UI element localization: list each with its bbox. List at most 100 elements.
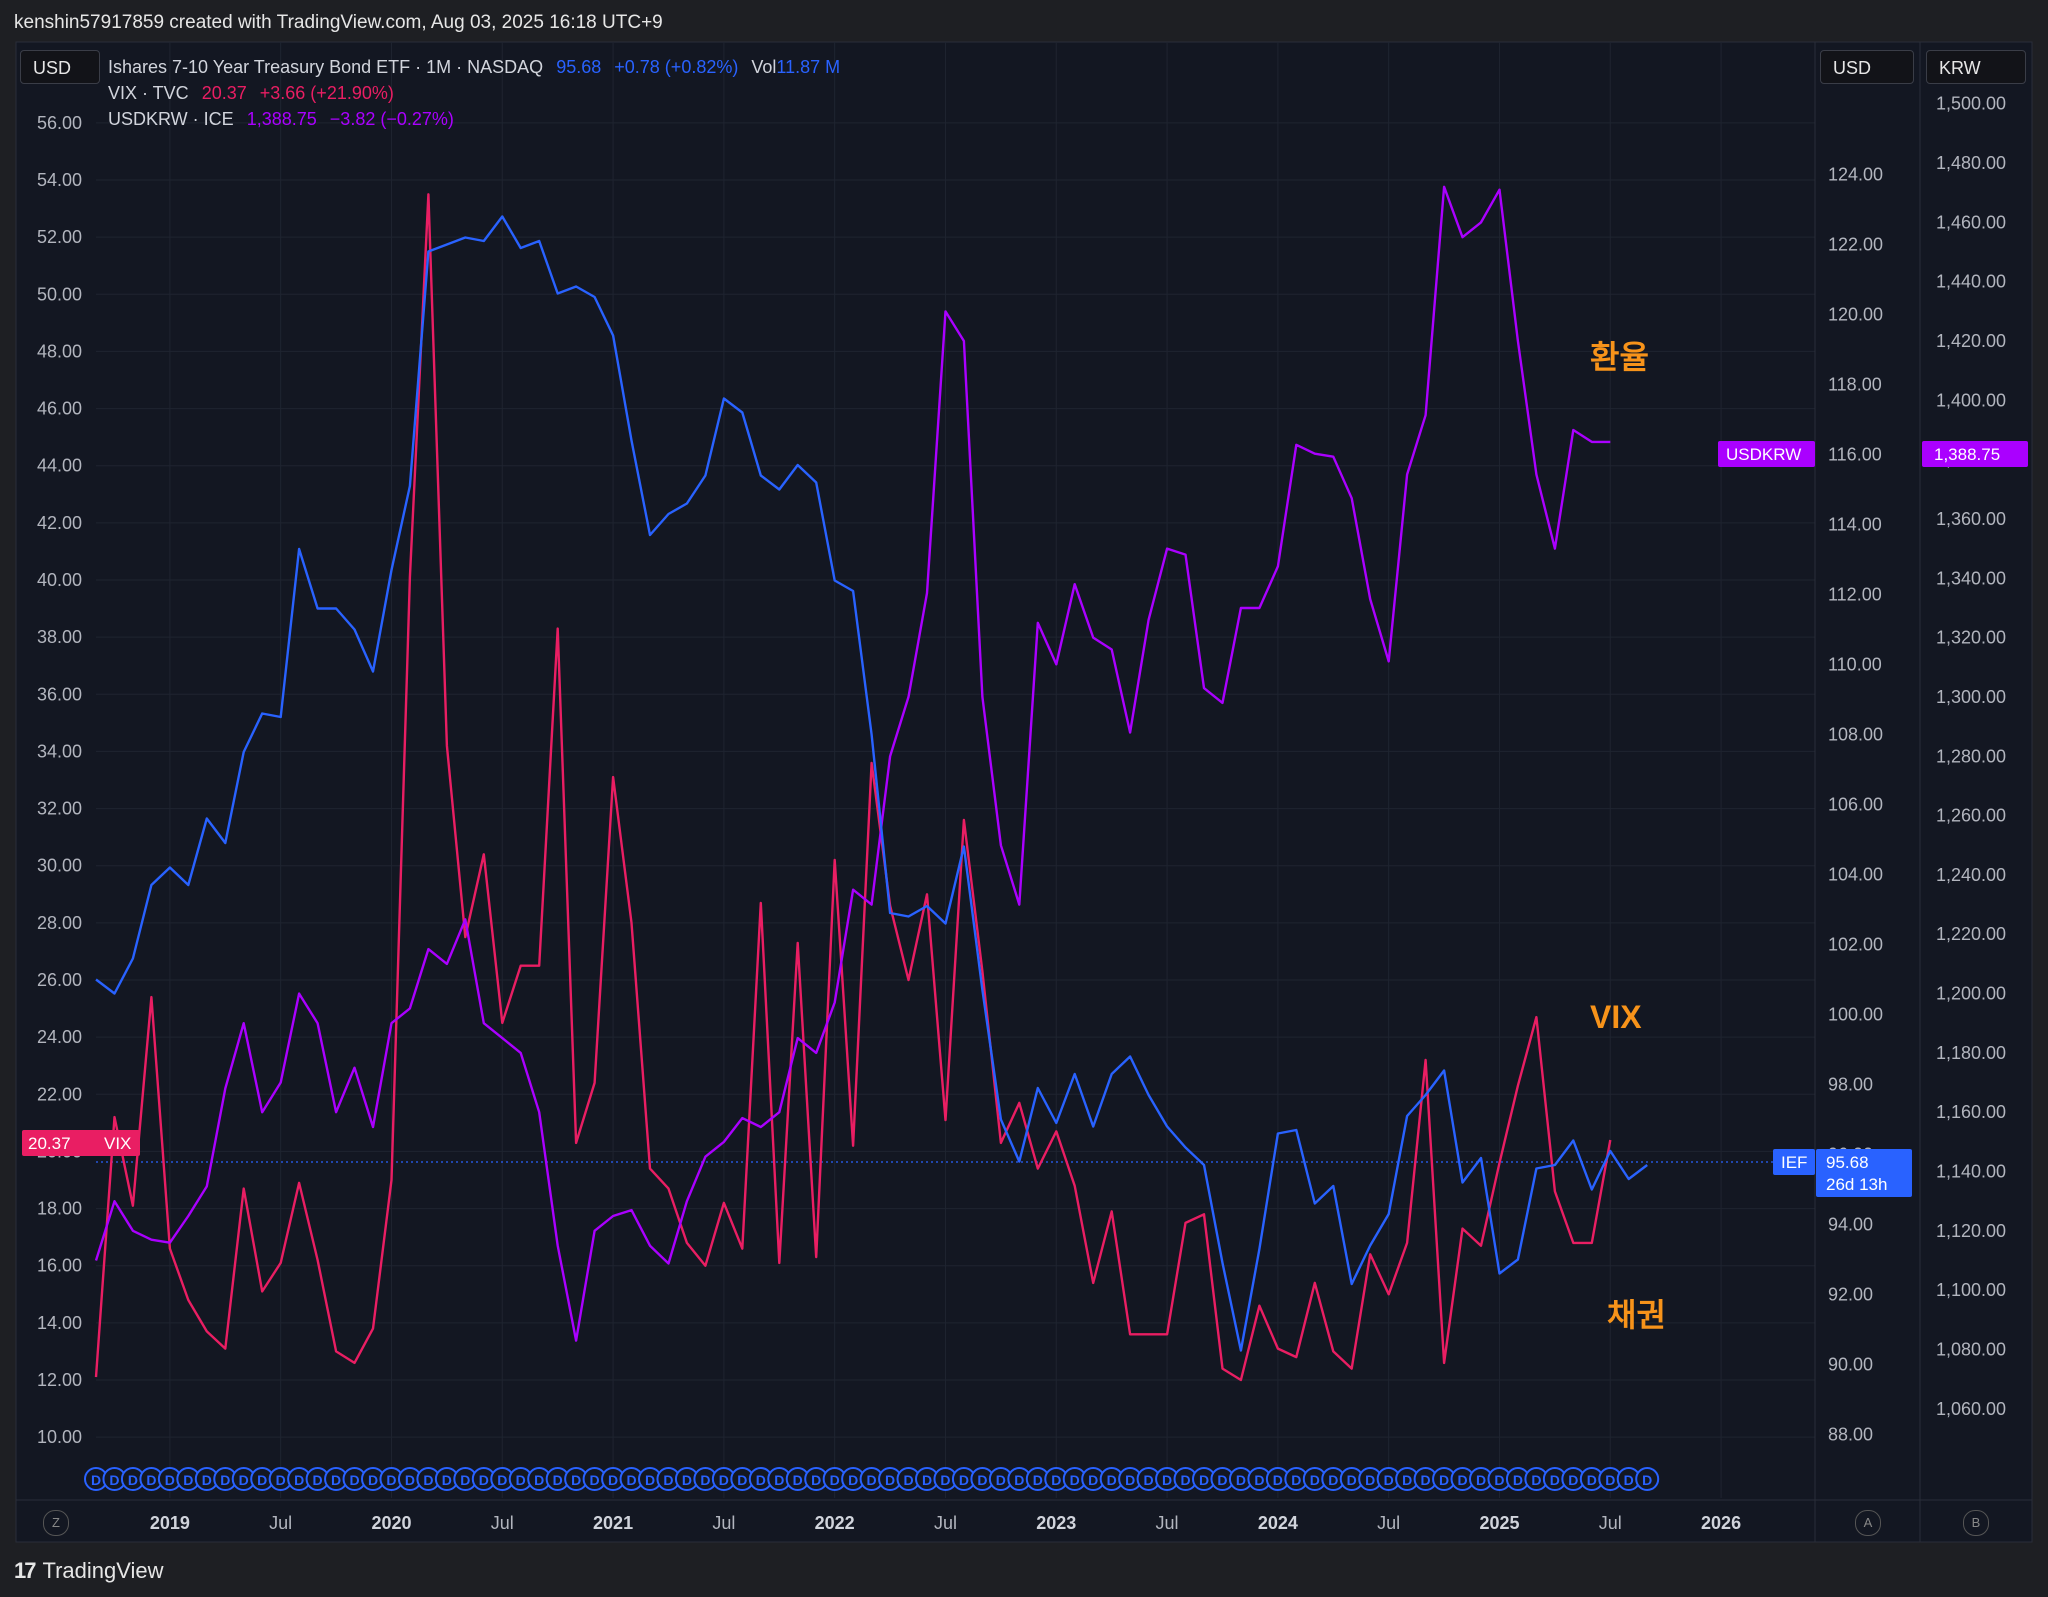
svg-text:D: D [793, 1472, 803, 1488]
legend-krw[interactable]: USDKRW · ICE 1,388.75 −3.82 (−0.27%) [108, 109, 454, 129]
axis-z-button[interactable]: Z [43, 1510, 69, 1536]
dividend-marker[interactable]: D [1524, 1467, 1549, 1491]
svg-text:D: D [1550, 1472, 1560, 1488]
right-krw-unit-button[interactable]: KRW [1926, 50, 2026, 84]
left-unit-button[interactable]: USD [20, 50, 100, 84]
left-tick-label: 18.00 [37, 1199, 82, 1219]
svg-text:IEF: IEF [1781, 1153, 1807, 1172]
series-line-ishares-7-10-year-treasury-bond-etf[interactable] [95, 215, 1648, 1352]
svg-text:D: D [1494, 1472, 1504, 1488]
dividend-marker[interactable]: D [434, 1467, 459, 1491]
left-tick-label: 16.00 [37, 1256, 82, 1276]
left-tick-label: 50.00 [37, 284, 82, 304]
dividend-marker[interactable]: D [342, 1467, 367, 1491]
dividend-marker[interactable]: D [1487, 1467, 1512, 1491]
svg-text:D: D [1587, 1472, 1597, 1488]
vix-tag-price: 20.37 [28, 1134, 71, 1153]
svg-text:D: D [1033, 1472, 1043, 1488]
svg-text:D: D [220, 1472, 230, 1488]
dividend-marker[interactable]: D [601, 1467, 626, 1491]
svg-text:D: D [700, 1472, 710, 1488]
svg-text:D: D [645, 1472, 655, 1488]
svg-text:D: D [1365, 1472, 1375, 1488]
left-tick-label: 14.00 [37, 1313, 82, 1333]
tradingview-wordmark: TradingView [42, 1558, 164, 1583]
right1-tick-label: 100.00 [1828, 1005, 1883, 1025]
grid [96, 42, 1815, 1498]
svg-text:D: D [1254, 1472, 1264, 1488]
right-usd-unit-button[interactable]: USD [1820, 50, 1914, 84]
annotation-fx: 환율 [1590, 339, 1649, 375]
right1-tick-label: 112.00 [1828, 585, 1882, 605]
time-tick-label: 2022 [815, 1513, 855, 1533]
dividend-marker[interactable]: D [693, 1467, 718, 1491]
time-tick-label: Jul [934, 1513, 957, 1533]
svg-text:D: D [590, 1472, 600, 1488]
right1-tick-label: 92.00 [1828, 1285, 1873, 1305]
dividend-marker[interactable]: D [656, 1467, 681, 1491]
svg-text:D: D [903, 1472, 913, 1488]
right2-tick-label: 1,420.00 [1936, 331, 2006, 351]
svg-text:D: D [885, 1472, 895, 1488]
right2-tick-label: 1,460.00 [1936, 212, 2006, 232]
right1-tick-label: 90.00 [1828, 1355, 1873, 1375]
svg-text:D: D [1236, 1472, 1246, 1488]
svg-text:D: D [257, 1472, 267, 1488]
dividend-marker[interactable]: D [139, 1467, 164, 1491]
time-tick-label: 2023 [1036, 1513, 1076, 1533]
dividend-marker[interactable]: D [1025, 1467, 1050, 1491]
dividend-marker[interactable]: D [287, 1467, 312, 1491]
dividend-marker[interactable]: D [305, 1467, 330, 1491]
left-tick-label: 28.00 [37, 913, 82, 933]
dividend-marker[interactable]: D [1542, 1467, 1567, 1491]
right2-tick-label: 1,260.00 [1936, 806, 2006, 826]
dividend-marker[interactable]: D [231, 1467, 256, 1491]
axis-a-button[interactable]: A [1855, 1510, 1881, 1536]
right1-tick-label: 102.00 [1828, 935, 1883, 955]
right2-tick-label: 1,220.00 [1936, 924, 2006, 944]
series-line-usdkrw[interactable] [94, 185, 1611, 1342]
legend-vix[interactable]: VIX · TVC 20.37 +3.66 (+21.90%) [108, 83, 394, 103]
svg-text:D: D [1568, 1472, 1578, 1488]
svg-text:D: D [294, 1472, 304, 1488]
time-tick-label: Jul [1156, 1513, 1179, 1533]
svg-text:D: D [1162, 1472, 1172, 1488]
right1-tick-label: 108.00 [1828, 725, 1883, 745]
right2-tick-label: 1,080.00 [1936, 1339, 2006, 1359]
legend-ief[interactable]: Ishares 7-10 Year Treasury Bond ETF · 1M… [108, 57, 841, 77]
dividend-marker[interactable]: D [1284, 1467, 1309, 1491]
right2-tick-label: 1,500.00 [1936, 94, 2006, 114]
tradingview-brand[interactable]: 17 TradingView [14, 1558, 164, 1584]
right2-tick-label: 1,280.00 [1936, 746, 2006, 766]
dividend-marker[interactable]: D [767, 1467, 792, 1491]
dividend-marker[interactable]: D [416, 1467, 441, 1491]
dividend-marker[interactable]: D [1579, 1467, 1604, 1491]
dividend-marker[interactable]: D [453, 1467, 478, 1491]
chart[interactable]: 10.0012.0014.0016.0018.0020.0022.0024.00… [0, 0, 2048, 1550]
right1-tick-label: 124.00 [1828, 165, 1883, 185]
series-line-vix[interactable] [94, 193, 1612, 1382]
svg-text:D: D [553, 1472, 563, 1488]
right2-tick-label: 1,120.00 [1936, 1221, 2006, 1241]
right2-tick-label: 1,480.00 [1936, 153, 2006, 173]
left-tick-label: 26.00 [37, 970, 82, 990]
svg-text:D: D [534, 1472, 544, 1488]
right1-tick-label: 94.00 [1828, 1215, 1873, 1235]
right2-tick-label: 1,300.00 [1936, 687, 2006, 707]
time-tick-label: Jul [1377, 1513, 1400, 1533]
svg-text:D: D [922, 1472, 932, 1488]
dividend-marker[interactable]: D [1635, 1467, 1660, 1491]
dividend-marker[interactable]: D [896, 1467, 921, 1491]
dividend-marker[interactable]: D [157, 1467, 182, 1491]
ief-name-tag: IEF [1773, 1149, 1815, 1175]
right2-tick-label: 1,440.00 [1936, 272, 2006, 292]
legend: Ishares 7-10 Year Treasury Bond ETF · 1M… [108, 54, 840, 132]
svg-text:D: D [756, 1472, 766, 1488]
svg-text:D: D [1605, 1472, 1615, 1488]
axis-b-button[interactable]: B [1963, 1510, 1989, 1536]
svg-text:D: D [1273, 1472, 1283, 1488]
right2-tick-label: 1,160.00 [1936, 1102, 2006, 1122]
left-tick-label: 48.00 [37, 341, 82, 361]
left-tick-label: 36.00 [37, 684, 82, 704]
